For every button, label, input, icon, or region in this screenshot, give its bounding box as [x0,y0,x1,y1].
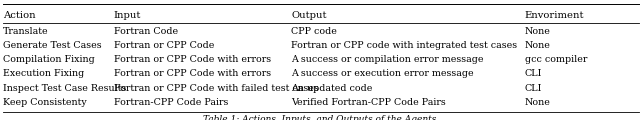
Text: None: None [525,27,550,36]
Text: CLI: CLI [525,69,542,78]
Text: Fortran or CPP Code with errors: Fortran or CPP Code with errors [114,55,271,64]
Text: CLI: CLI [525,84,542,93]
Text: gcc compiler: gcc compiler [525,55,587,64]
Text: Verified Fortran-CPP Code Pairs: Verified Fortran-CPP Code Pairs [291,98,446,107]
Text: Fortran or CPP code with integrated test cases: Fortran or CPP code with integrated test… [291,41,517,50]
Text: Fortran or CPP Code with errors: Fortran or CPP Code with errors [114,69,271,78]
Text: Generate Test Cases: Generate Test Cases [3,41,102,50]
Text: None: None [525,98,550,107]
Text: Fortran or CPP Code: Fortran or CPP Code [114,41,214,50]
Text: A success or execution error message: A success or execution error message [291,69,474,78]
Text: Execution Fixing: Execution Fixing [3,69,84,78]
Text: Action: Action [3,11,36,20]
Text: Fortran or CPP Code with failed test cases: Fortran or CPP Code with failed test cas… [114,84,319,93]
Text: Output: Output [291,11,326,20]
Text: Compilation Fixing: Compilation Fixing [3,55,95,64]
Text: An updated code: An updated code [291,84,372,93]
Text: Translate: Translate [3,27,49,36]
Text: None: None [525,41,550,50]
Text: Inspect Test Case Results: Inspect Test Case Results [3,84,127,93]
Text: Table 1: Actions, Inputs, and Outputs of the Agents: Table 1: Actions, Inputs, and Outputs of… [204,115,436,120]
Text: Envoriment: Envoriment [525,11,584,20]
Text: Fortran Code: Fortran Code [114,27,178,36]
Text: A success or compilation error message: A success or compilation error message [291,55,484,64]
Text: Keep Consistenty: Keep Consistenty [3,98,87,107]
Text: Fortran-CPP Code Pairs: Fortran-CPP Code Pairs [114,98,228,107]
Text: Input: Input [114,11,141,20]
Text: CPP code: CPP code [291,27,337,36]
